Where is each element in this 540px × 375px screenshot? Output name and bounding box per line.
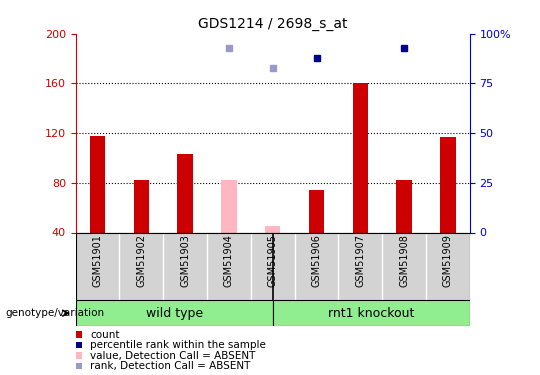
Text: GSM51909: GSM51909 bbox=[443, 234, 453, 287]
Bar bbox=[273, 300, 470, 326]
Bar bbox=[76, 352, 82, 359]
Text: wild type: wild type bbox=[146, 307, 202, 320]
Bar bbox=[76, 363, 82, 369]
Text: GSM51904: GSM51904 bbox=[224, 234, 234, 287]
Bar bbox=[76, 332, 82, 338]
Text: count: count bbox=[90, 330, 120, 340]
Text: genotype/variation: genotype/variation bbox=[5, 308, 105, 318]
Bar bbox=[221, 180, 237, 232]
Text: GSM51906: GSM51906 bbox=[312, 234, 321, 287]
Bar bbox=[353, 84, 368, 232]
Text: value, Detection Call = ABSENT: value, Detection Call = ABSENT bbox=[90, 351, 255, 361]
Text: GSM51908: GSM51908 bbox=[399, 234, 409, 287]
Text: percentile rank within the sample: percentile rank within the sample bbox=[90, 340, 266, 350]
Bar bbox=[90, 136, 105, 232]
Bar bbox=[309, 190, 324, 232]
Bar bbox=[178, 154, 193, 232]
Bar bbox=[440, 137, 456, 232]
Bar bbox=[265, 226, 280, 232]
Text: GSM51905: GSM51905 bbox=[268, 234, 278, 287]
Text: GSM51902: GSM51902 bbox=[136, 234, 146, 287]
Text: GSM51907: GSM51907 bbox=[355, 234, 365, 287]
Text: GSM51901: GSM51901 bbox=[92, 234, 103, 287]
Bar bbox=[133, 180, 149, 232]
Bar bbox=[396, 180, 412, 232]
Text: GSM51903: GSM51903 bbox=[180, 234, 190, 287]
Bar bbox=[76, 342, 82, 348]
Text: rnt1 knockout: rnt1 knockout bbox=[328, 307, 414, 320]
Title: GDS1214 / 2698_s_at: GDS1214 / 2698_s_at bbox=[198, 17, 347, 32]
Text: rank, Detection Call = ABSENT: rank, Detection Call = ABSENT bbox=[90, 361, 251, 371]
Bar bbox=[76, 300, 273, 326]
